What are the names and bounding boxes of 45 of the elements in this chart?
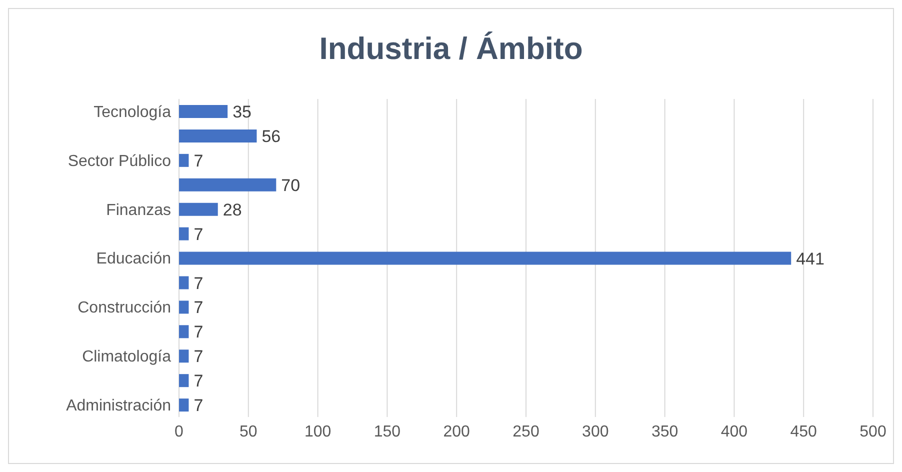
bar [179,154,189,167]
data-label: 28 [222,200,242,220]
bar [179,276,189,290]
data-label: 441 [796,249,824,268]
x-tick-label: 450 [790,423,818,440]
x-tick-label: 350 [651,423,678,440]
x-tick-label: 100 [304,423,332,440]
y-tick-label: Administración [66,397,171,414]
data-label: 7 [194,151,204,170]
data-label: 7 [194,224,204,244]
x-tick-label: 50 [240,423,258,440]
chart-title: Industria / Ámbito [318,30,584,67]
bar [179,129,257,142]
y-tick-label: Educación [96,250,171,268]
data-label: 7 [194,298,204,318]
data-label: 56 [262,126,281,146]
x-tick-label: 500 [860,423,886,440]
bar [179,227,189,240]
x-tick-label: 300 [582,423,609,440]
bar [179,300,189,314]
y-tick-label: Construcción [78,300,171,317]
data-label: 7 [194,372,204,391]
data-label: 7 [194,347,204,366]
y-tick-label: Climatología [82,348,172,366]
bar [179,374,189,388]
y-tick-label: Sector Público [68,152,172,170]
x-tick-label: 400 [720,423,748,440]
bar [179,202,218,216]
x-tick-label: 0 [174,423,184,440]
bar [179,178,276,192]
bar [179,398,189,412]
x-tick-label: 200 [443,423,470,440]
bar [179,325,189,338]
bar [179,350,189,363]
data-label: 7 [194,274,204,293]
x-tick-label: 250 [512,423,540,440]
x-tick-label: 150 [374,423,401,440]
data-label: 70 [281,176,300,195]
data-label: 7 [194,396,204,416]
bar [179,105,228,118]
y-tick-label: Tecnología [94,104,172,121]
data-label: 35 [232,102,252,122]
bar [179,252,792,265]
y-tick-label: Finanzas [106,202,171,219]
data-label: 7 [194,322,204,342]
